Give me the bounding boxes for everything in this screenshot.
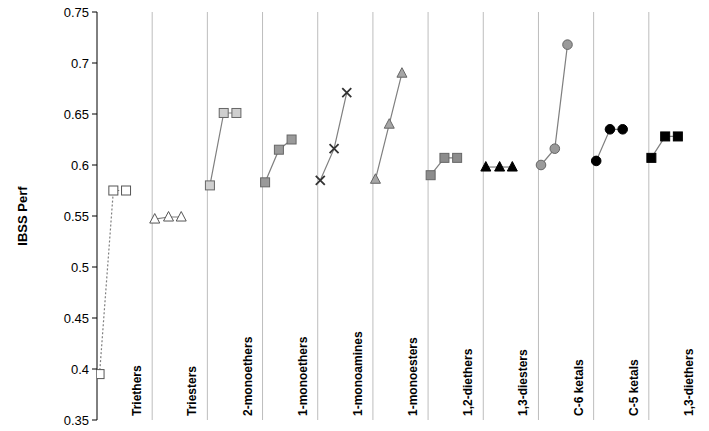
y-axis-label: IBSS Perf (15, 186, 30, 246)
data-point (453, 153, 462, 162)
panel-separator (207, 12, 208, 420)
data-point (316, 176, 325, 185)
y-tick-label: 0.7 (71, 56, 89, 71)
data-point (661, 132, 670, 141)
panel-separator (483, 12, 484, 420)
data-point (232, 108, 241, 117)
data-point (550, 144, 560, 154)
series-line (265, 140, 291, 183)
y-tick (92, 63, 97, 64)
data-point (176, 212, 186, 222)
data-point (507, 162, 517, 172)
data-point (647, 153, 656, 162)
y-tick-label: 0.75 (64, 5, 89, 20)
data-point (219, 108, 228, 117)
y-tick (92, 267, 97, 268)
y-tick (92, 12, 97, 13)
series-line (100, 191, 126, 375)
data-point (397, 68, 407, 78)
data-point (618, 125, 628, 135)
data-point (342, 88, 351, 97)
panel-label: C-5 ketals (627, 359, 641, 416)
y-tick-label: 0.45 (64, 311, 89, 326)
data-point (673, 132, 682, 141)
panel-separator (152, 12, 153, 420)
data-point (261, 178, 270, 187)
data-point (426, 171, 435, 180)
panel-separator (262, 12, 263, 420)
panel-separator (428, 12, 429, 420)
panel-separator (648, 12, 649, 420)
y-tick (92, 318, 97, 319)
panel-label: 1-monoamines (351, 331, 365, 416)
panel-label: Triethers (130, 365, 144, 416)
y-tick (92, 216, 97, 217)
panel-separator (593, 12, 594, 420)
data-point (440, 153, 449, 162)
data-point (536, 160, 546, 170)
panel-label: 1,3-diethers (682, 348, 696, 416)
data-point (605, 125, 615, 135)
y-tick (92, 114, 97, 115)
series-line (210, 113, 236, 185)
y-tick (92, 420, 97, 421)
panel-label: 2-monoethers (241, 336, 255, 416)
panel-separator (538, 12, 539, 420)
data-point (205, 181, 214, 190)
y-tick (92, 369, 97, 370)
data-point (495, 162, 505, 172)
data-point (384, 119, 394, 129)
data-point (330, 144, 339, 153)
y-tick-label: 0.6 (71, 158, 89, 173)
data-point (481, 162, 491, 172)
data-point (150, 214, 160, 224)
panel-label: 1,3-diesters (516, 349, 530, 416)
panel-label: 1-monoethers (296, 336, 310, 416)
data-point (164, 212, 174, 222)
y-tick-label: 0.55 (64, 209, 89, 224)
series-line (541, 45, 567, 165)
data-point (274, 145, 283, 154)
panel-label: 1-monoesters (406, 337, 420, 416)
panel-label: Triesters (185, 366, 199, 416)
data-point (370, 174, 380, 184)
panel-label: C-6 ketals (572, 359, 586, 416)
data-point (591, 156, 601, 166)
y-tick-label: 0.4 (71, 362, 89, 377)
series-line (375, 73, 401, 179)
series-line (320, 93, 346, 181)
panel-label: 1,2-diethers (461, 348, 475, 416)
y-tick-label: 0.65 (64, 107, 89, 122)
data-point (97, 370, 104, 379)
plot-marks (97, 40, 682, 379)
chart: IBSS Perf 0.35 0.4 0.45 0.5 0.55 0.6 0.65 0.7 0.7… (0, 0, 709, 431)
y-tick-label: 0.5 (71, 260, 89, 275)
data-point (563, 40, 573, 50)
data-point (109, 186, 118, 195)
y-tick (92, 165, 97, 166)
data-point (122, 186, 131, 195)
data-point (287, 135, 296, 144)
panel-separator (372, 12, 373, 420)
y-tick-label: 0.35 (64, 413, 89, 428)
panel-separator (317, 12, 318, 420)
